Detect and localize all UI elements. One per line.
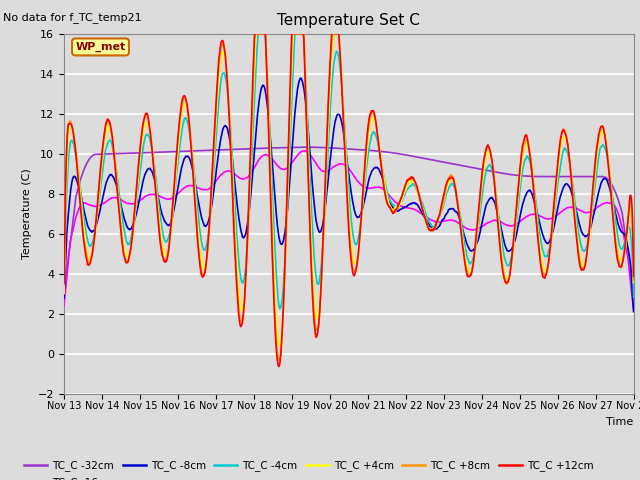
Line: TC_C +8cm: TC_C +8cm <box>64 34 634 360</box>
TC_C -8cm <box>250 148 258 154</box>
TC_C -32cm <box>563 174 570 180</box>
TC_C +8cm <box>252 31 259 36</box>
TC_C +4cm <box>60 291 68 297</box>
TC_C +8cm <box>630 277 637 283</box>
Line: TC_C -32cm: TC_C -32cm <box>64 147 634 293</box>
TC_C -16cm <box>187 183 195 189</box>
TC_C -32cm <box>438 159 445 165</box>
Title: Temperature Set C: Temperature Set C <box>277 13 420 28</box>
TC_C -32cm <box>630 290 637 296</box>
TC_C -4cm <box>250 97 258 103</box>
TC_C -16cm <box>630 307 637 313</box>
TC_C +12cm <box>60 280 68 286</box>
TC_C -16cm <box>60 302 68 308</box>
TC_C -32cm <box>512 172 520 178</box>
TC_C +8cm <box>275 357 283 363</box>
TC_C -16cm <box>512 221 520 227</box>
TC_C -4cm <box>630 294 637 300</box>
TC_C -32cm <box>250 145 258 151</box>
TC_C +4cm <box>252 31 260 36</box>
Y-axis label: Temperature (C): Temperature (C) <box>22 168 32 259</box>
TC_C -8cm <box>563 181 570 187</box>
TC_C +4cm <box>187 133 195 139</box>
TC_C +8cm <box>173 151 180 157</box>
TC_C -8cm <box>173 191 180 197</box>
TC_C -8cm <box>60 295 68 301</box>
TC_C -32cm <box>187 148 195 154</box>
TC_C -8cm <box>187 159 195 165</box>
TC_C -8cm <box>512 233 520 239</box>
TC_C -4cm <box>513 219 520 225</box>
TC_C +8cm <box>563 136 570 142</box>
TC_C +8cm <box>438 205 446 211</box>
TC_C +12cm <box>563 136 570 142</box>
Line: TC_C -16cm: TC_C -16cm <box>64 151 634 310</box>
TC_C -4cm <box>255 31 262 36</box>
X-axis label: Time: Time <box>606 417 634 427</box>
TC_C -16cm <box>300 148 308 154</box>
TC_C +4cm <box>275 342 283 348</box>
TC_C +4cm <box>250 68 258 73</box>
TC_C -4cm <box>60 290 68 296</box>
TC_C +4cm <box>630 280 637 286</box>
TC_C +12cm <box>173 147 180 153</box>
TC_C +4cm <box>513 214 520 220</box>
TC_C -4cm <box>276 306 284 312</box>
TC_C +8cm <box>60 282 68 288</box>
TC_C -4cm <box>187 138 195 144</box>
TC_C -16cm <box>250 165 258 170</box>
TC_C -4cm <box>438 207 446 213</box>
TC_C -8cm <box>630 309 637 314</box>
TC_C +12cm <box>251 31 259 36</box>
TC_C -32cm <box>173 149 180 155</box>
Line: TC_C -4cm: TC_C -4cm <box>64 34 634 309</box>
TC_C -4cm <box>563 148 570 154</box>
TC_C +4cm <box>563 138 570 144</box>
Line: TC_C -8cm: TC_C -8cm <box>64 78 634 312</box>
TC_C -8cm <box>438 218 445 224</box>
TC_C -32cm <box>303 144 310 150</box>
TC_C +12cm <box>438 200 446 206</box>
TC_C +12cm <box>513 204 520 210</box>
TC_C +12cm <box>275 364 283 370</box>
Line: TC_C +12cm: TC_C +12cm <box>64 34 634 367</box>
Legend: TC_C -32cm, TC_C -16cm, TC_C -8cm, TC_C -4cm, TC_C +4cm, TC_C +8cm, TC_C +12cm: TC_C -32cm, TC_C -16cm, TC_C -8cm, TC_C … <box>20 456 598 480</box>
TC_C +8cm <box>513 207 520 213</box>
TC_C +12cm <box>630 274 637 279</box>
TC_C +4cm <box>173 161 180 167</box>
Text: No data for f_TC_temp21: No data for f_TC_temp21 <box>3 12 142 23</box>
TC_C -4cm <box>173 169 180 175</box>
TC_C +12cm <box>250 34 258 40</box>
TC_C +8cm <box>250 46 258 51</box>
TC_C +8cm <box>187 134 195 140</box>
TC_C -16cm <box>173 192 180 198</box>
TC_C +4cm <box>438 205 446 211</box>
TC_C -16cm <box>563 205 570 211</box>
TC_C -8cm <box>296 75 304 81</box>
TC_C -16cm <box>438 219 445 225</box>
TC_C -32cm <box>60 287 68 292</box>
Line: TC_C +4cm: TC_C +4cm <box>64 34 634 345</box>
Text: WP_met: WP_met <box>76 42 125 52</box>
TC_C +12cm <box>187 138 195 144</box>
